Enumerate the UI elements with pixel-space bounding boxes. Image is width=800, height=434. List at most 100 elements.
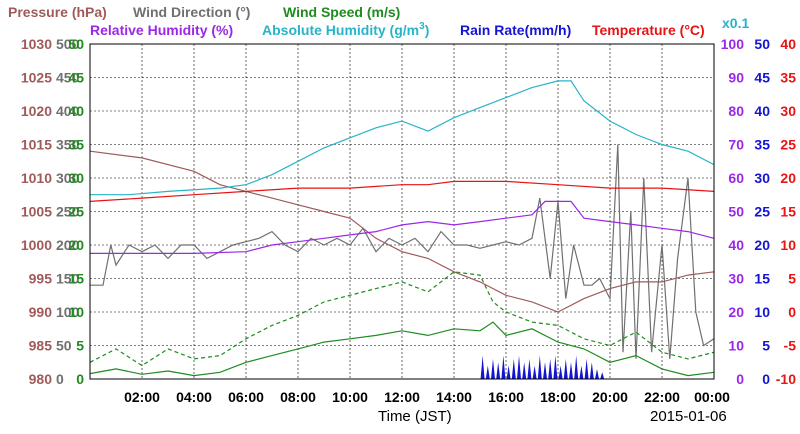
tick-temperature: -5: [784, 338, 797, 354]
rain-bar: [584, 358, 589, 379]
rain-bar: [574, 355, 579, 379]
tick-wind-speed: 15: [68, 271, 84, 287]
title-wind-direction: Wind Direction (°): [133, 4, 250, 20]
plot-frame: [89, 43, 715, 380]
title-pressure: Pressure (hPa): [8, 4, 107, 20]
rain-bar: [522, 362, 527, 379]
tick-rain-rate: 50: [754, 36, 770, 52]
series-pressure: [89, 150, 715, 313]
tick-rain-rate: 45: [754, 70, 770, 86]
x-tick-label: 02:00: [124, 389, 160, 405]
tick-pressure: 1005: [21, 204, 52, 220]
tick-temperature: 35: [780, 70, 796, 86]
x-tick-label: 16:00: [488, 389, 524, 405]
rain-bar: [501, 355, 506, 379]
tick-relative-humidity: 30: [728, 271, 744, 287]
rain-bar: [563, 358, 568, 379]
rain-bars: [480, 355, 605, 379]
tick-wind-direction: 500: [56, 36, 80, 52]
rain-bar: [532, 365, 537, 379]
rain-bar: [511, 358, 516, 379]
title-rain-rate: Rain Rate(mm/h): [460, 22, 571, 38]
rain-bar: [537, 355, 542, 379]
tick-relative-humidity: 0: [736, 371, 744, 387]
x-tick-label: 14:00: [436, 389, 472, 405]
rain-bar: [480, 355, 485, 379]
x-tick-label: 06:00: [228, 389, 264, 405]
tick-temperature: 40: [780, 36, 796, 52]
tick-relative-humidity: 50: [728, 204, 744, 220]
tick-wind-direction: 100: [56, 304, 80, 320]
rain-bar: [600, 372, 605, 379]
title-absolute-humidity-close: ): [425, 22, 430, 38]
tick-wind-speed: 50: [68, 36, 84, 52]
tick-wind-speed: 5: [76, 338, 84, 354]
rain-bar: [527, 358, 532, 379]
tick-pressure: 990: [29, 304, 53, 320]
tick-rain-rate: 5: [762, 338, 770, 354]
series-wind-speed-gust: [89, 271, 715, 367]
title-temperature: Temperature (°C): [592, 22, 705, 38]
series-lines: [89, 80, 715, 377]
x-tick-label: 04:00: [176, 389, 212, 405]
tick-rain-rate: 0: [762, 371, 770, 387]
tick-relative-humidity: 70: [728, 137, 744, 153]
x-tick-label: 00:00: [694, 389, 730, 405]
tick-pressure: 985: [29, 338, 53, 354]
tick-temperature: -10: [776, 371, 796, 387]
title-relative-humidity: Relative Humidity (%): [90, 22, 233, 38]
tick-temperature: 5: [788, 271, 796, 287]
tick-relative-humidity: 60: [728, 170, 744, 186]
title-absolute-humidity: Absolute Humidity (g/m3): [262, 21, 429, 38]
rain-bar: [579, 365, 584, 379]
rain-bar: [569, 362, 573, 379]
series-temperature: [89, 180, 715, 202]
x-tick-label: 12:00: [384, 389, 420, 405]
rain-bar: [485, 365, 490, 379]
x-tick-label: 08:00: [280, 389, 316, 405]
x-axis-ticks: 02:00 04:00 06:00 08:00 10:00 12:00 14:00 16:00…: [124, 389, 730, 405]
tick-pressure: 1030: [21, 36, 52, 52]
tick-wind-direction: 350: [56, 137, 80, 153]
tick-rain-rate: 20: [754, 237, 770, 253]
tick-relative-humidity: 40: [728, 237, 744, 253]
tick-relative-humidity: 80: [728, 103, 744, 119]
tick-pressure: 1015: [21, 137, 52, 153]
tick-temperature: 30: [780, 103, 796, 119]
tick-relative-humidity: 20: [728, 304, 744, 320]
tick-relative-humidity: 100: [721, 36, 745, 52]
tick-pressure: 1010: [21, 170, 52, 186]
series-relative-humidity: [90, 200, 715, 254]
absolute-humidity-scale-label: x0.1: [722, 15, 749, 31]
series-wind-direction: [90, 144, 715, 359]
tick-wind-direction: 250: [56, 204, 80, 220]
tick-temperature: 15: [780, 204, 796, 220]
rain-bar: [558, 365, 563, 379]
tick-wind-direction: 400: [56, 103, 80, 119]
tick-pressure: 995: [29, 271, 53, 287]
tick-rain-rate: 10: [754, 304, 770, 320]
tick-wind-direction: 300: [56, 170, 80, 186]
rain-bar: [491, 358, 495, 379]
axes: 1030102510201015101010051000995990985980…: [21, 36, 796, 387]
tick-wind-speed: 25: [68, 204, 84, 220]
rain-bar: [595, 368, 599, 379]
tick-wind-direction: 450: [56, 70, 80, 86]
tick-wind-speed: 40: [68, 103, 84, 119]
x-tick-label: 18:00: [540, 389, 576, 405]
tick-temperature: 0: [788, 304, 796, 320]
series-wind-speed: [89, 321, 715, 377]
title-wind-speed: Wind Speed (m/s): [283, 4, 400, 20]
rain-bar: [543, 362, 547, 379]
rain-bar: [517, 355, 521, 379]
title-absolute-humidity-main: Absolute Humidity (g/m: [262, 22, 419, 38]
rain-bar: [589, 362, 594, 379]
title-absolute-humidity-sup: 3: [419, 21, 425, 32]
tick-rain-rate: 15: [754, 271, 770, 287]
rain-bar: [553, 355, 558, 379]
grid: [90, 44, 714, 379]
rain-bar: [548, 358, 553, 379]
tick-pressure: 1020: [21, 103, 52, 119]
rain-bar: [496, 362, 501, 379]
